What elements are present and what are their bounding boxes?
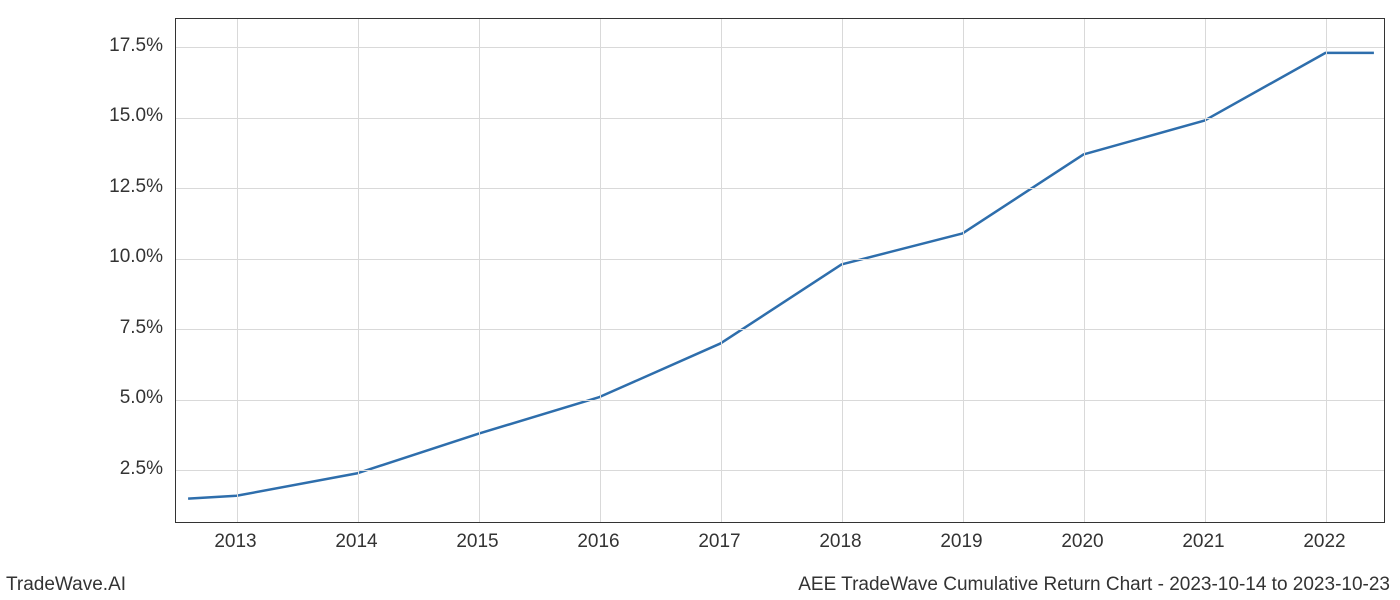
plot-area [175, 18, 1385, 523]
grid-line-vertical [358, 19, 359, 522]
x-tick-label: 2022 [1303, 531, 1345, 553]
grid-line-vertical [721, 19, 722, 522]
footer-caption: AEE TradeWave Cumulative Return Chart - … [798, 574, 1390, 596]
grid-line-vertical [237, 19, 238, 522]
x-tick-label: 2021 [1182, 531, 1224, 553]
return-line [188, 53, 1374, 499]
x-tick-label: 2013 [214, 531, 256, 553]
x-tick-label: 2018 [819, 531, 861, 553]
grid-line-vertical [1326, 19, 1327, 522]
grid-line-vertical [963, 19, 964, 522]
footer-brand: TradeWave.AI [6, 574, 126, 596]
grid-line-vertical [1084, 19, 1085, 522]
x-tick-label: 2019 [940, 531, 982, 553]
x-tick-label: 2020 [1061, 531, 1103, 553]
x-tick-label: 2016 [577, 531, 619, 553]
x-tick-label: 2017 [698, 531, 740, 553]
chart-container: TradeWave.AI AEE TradeWave Cumulative Re… [0, 0, 1400, 600]
x-tick-label: 2015 [456, 531, 498, 553]
grid-line-vertical [842, 19, 843, 522]
grid-line-vertical [600, 19, 601, 522]
grid-line-vertical [479, 19, 480, 522]
x-tick-label: 2014 [335, 531, 377, 553]
grid-line-vertical [1205, 19, 1206, 522]
